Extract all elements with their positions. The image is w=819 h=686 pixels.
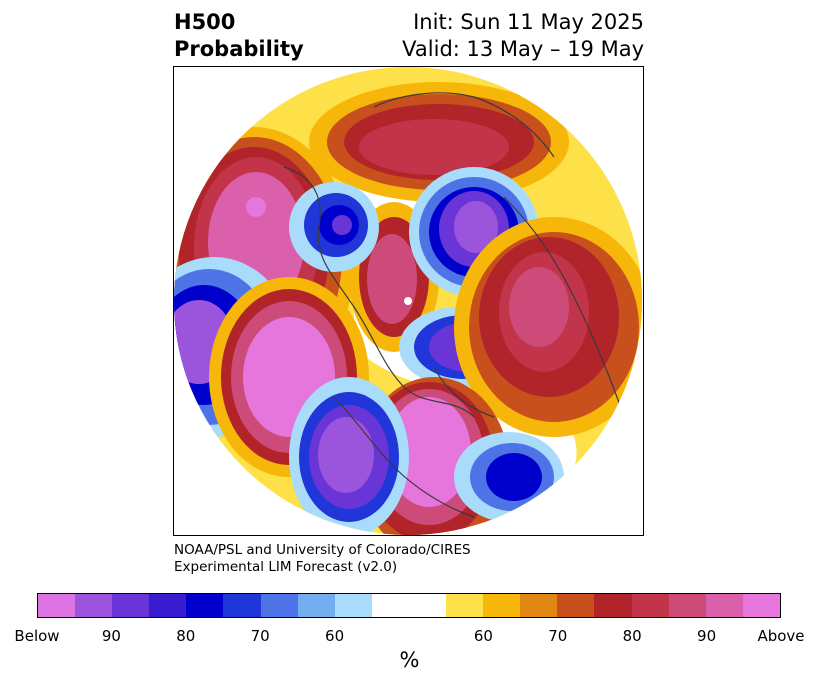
- colorbar-segment: [631, 594, 669, 617]
- colorbar-segment: [38, 594, 76, 617]
- colorbar-segment: [260, 594, 298, 617]
- colorbar-tick-label: Above: [757, 627, 805, 645]
- colorbar-unit-label: %: [399, 648, 420, 672]
- colorbar-segment: [371, 594, 409, 617]
- coastlines: [283, 92, 625, 518]
- colorbar-segment: [483, 594, 521, 617]
- colorbar-segment: [520, 594, 558, 617]
- date-info: Init: Sun 11 May 2025 Valid: 13 May – 19…: [402, 9, 644, 63]
- init-date: Init: Sun 11 May 2025: [413, 10, 644, 34]
- credit-line-1: NOAA/PSL and University of Colorado/CIRE…: [174, 542, 471, 558]
- colorbar-segment: [594, 594, 632, 617]
- colorbar-tick-label: 80: [622, 627, 642, 645]
- title-line-2: Probability: [174, 37, 304, 61]
- colorbar-segment: [112, 594, 150, 617]
- colorbar-tick-label: 70: [250, 627, 270, 645]
- north-pole-marker: [404, 297, 412, 305]
- colorbar-segment: [705, 594, 743, 617]
- colorbar-segment: [223, 594, 261, 617]
- colorbar-tick-label: 90: [697, 627, 717, 645]
- title-line-1: H500: [174, 10, 236, 34]
- map-panel: [173, 66, 644, 536]
- colorbar-segment: [75, 594, 113, 617]
- colorbar-tick-label: 90: [101, 627, 121, 645]
- colorbar-tick-label: 80: [176, 627, 196, 645]
- colorbar-tick-label: 60: [473, 627, 493, 645]
- colorbar-segment: [297, 594, 335, 617]
- colorbar-segment: [149, 594, 187, 617]
- probability-map: [174, 67, 642, 535]
- colorbar-segment: [446, 594, 484, 617]
- colorbar-tick-label: 70: [548, 627, 568, 645]
- colorbar-segment: [334, 594, 372, 617]
- valid-range: Valid: 13 May – 19 May: [402, 37, 644, 61]
- colorbar-segment: [557, 594, 595, 617]
- credit-line-2: Experimental LIM Forecast (v2.0): [174, 559, 398, 575]
- credit-text: NOAA/PSL and University of Colorado/CIRE…: [174, 542, 471, 576]
- colorbar-tick-label: 60: [325, 627, 345, 645]
- anomaly-siberia-above: [309, 82, 569, 202]
- colorbar-tick-label: Below: [14, 627, 60, 645]
- colorbar-segment: [668, 594, 706, 617]
- colorbar-tick-labels: Below 90 80 70 60 60 70 80 90 Above: [0, 627, 819, 647]
- colorbar-segment: [186, 594, 224, 617]
- anomaly-east-asia-above: [454, 217, 642, 437]
- anomaly-hudson-bay-below: [289, 182, 379, 272]
- anomaly-western-us-below: [289, 377, 409, 535]
- colorbar-segment: [742, 594, 780, 617]
- colorbar: [37, 593, 781, 618]
- anomaly-atlantic-below: [454, 432, 564, 522]
- colorbar-segment: [408, 594, 447, 617]
- map-title: H500 Probability: [174, 9, 304, 63]
